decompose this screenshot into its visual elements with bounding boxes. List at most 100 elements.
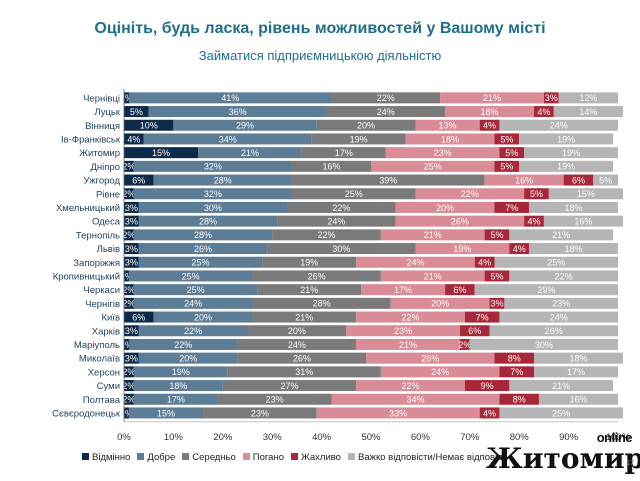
bar-segment bbox=[124, 297, 134, 309]
bar-segment bbox=[499, 366, 535, 378]
x-tick-label: 0% bbox=[117, 432, 131, 443]
bar-segment bbox=[543, 92, 559, 104]
data-label: 2% bbox=[122, 395, 135, 405]
data-label: 34% bbox=[406, 395, 424, 405]
data-label: 19% bbox=[557, 162, 575, 172]
data-label: 20% bbox=[436, 203, 454, 213]
data-label: 22% bbox=[377, 93, 395, 103]
data-label: 4% bbox=[483, 121, 496, 131]
data-label: 3% bbox=[125, 353, 138, 363]
bar-segment bbox=[311, 133, 406, 145]
bar-segment bbox=[464, 380, 510, 392]
bar-segment bbox=[153, 174, 292, 186]
bar-segment bbox=[124, 243, 139, 255]
bar-segment bbox=[203, 407, 317, 419]
data-label: 6% bbox=[468, 326, 481, 336]
data-label: 5% bbox=[505, 148, 518, 158]
x-tick-label: 90% bbox=[559, 432, 579, 443]
data-label: 24% bbox=[327, 216, 345, 226]
bar-segment bbox=[553, 106, 623, 118]
data-label: 12% bbox=[579, 93, 597, 103]
bar-segment bbox=[124, 256, 139, 268]
bar-segment bbox=[272, 229, 381, 241]
bar-segment bbox=[124, 270, 129, 282]
data-label: 22% bbox=[461, 189, 479, 199]
bar-segment bbox=[445, 106, 535, 118]
bar-segment bbox=[138, 215, 278, 227]
data-label: 16% bbox=[574, 216, 592, 226]
data-label: 8% bbox=[508, 353, 521, 363]
bar-segment bbox=[499, 147, 525, 159]
bar-segment bbox=[489, 297, 505, 309]
bar-segment bbox=[509, 270, 618, 282]
bar-segment bbox=[252, 297, 391, 309]
category-label: Львів bbox=[97, 244, 120, 255]
bar-segment bbox=[558, 92, 618, 104]
data-label: 20% bbox=[179, 353, 197, 363]
bar-segment bbox=[356, 338, 460, 350]
bar-segment bbox=[499, 311, 618, 323]
bar-segment bbox=[390, 297, 490, 309]
data-label: 32% bbox=[204, 189, 222, 199]
bar-segment bbox=[474, 284, 618, 296]
data-label: 15% bbox=[152, 148, 170, 158]
data-label: 23% bbox=[266, 395, 284, 405]
bar-segment bbox=[524, 215, 544, 227]
data-label: 9% bbox=[481, 381, 494, 391]
bar-segment bbox=[124, 215, 139, 227]
data-label: 5% bbox=[500, 162, 513, 172]
bar-segment bbox=[494, 352, 535, 364]
bar-segment bbox=[499, 393, 539, 405]
bar-segment bbox=[479, 407, 500, 419]
bar-segment bbox=[124, 133, 144, 145]
bar-segment bbox=[133, 393, 218, 405]
data-label: 15% bbox=[577, 189, 595, 199]
bar-segment bbox=[291, 174, 485, 186]
x-tick-label: 80% bbox=[510, 432, 530, 443]
bar-segment bbox=[227, 366, 381, 378]
data-label: 18% bbox=[169, 381, 187, 391]
bar-segment bbox=[133, 188, 292, 200]
bar-segment bbox=[124, 325, 139, 337]
bar-segment bbox=[138, 352, 238, 364]
bar-segment bbox=[124, 160, 134, 172]
legend-swatch bbox=[242, 453, 250, 460]
legend-entry: Відмінно bbox=[82, 452, 130, 463]
data-label: 25% bbox=[345, 189, 363, 199]
bar-segment bbox=[138, 256, 263, 268]
bar-segment bbox=[509, 243, 530, 255]
legend-swatch bbox=[82, 453, 89, 460]
data-label: 4% bbox=[513, 244, 526, 254]
bar-segment bbox=[287, 201, 396, 213]
bar-segment bbox=[509, 380, 614, 392]
data-label: 25% bbox=[552, 408, 570, 418]
bar-segment bbox=[252, 311, 357, 323]
bar-segment bbox=[124, 174, 154, 186]
data-label: 4% bbox=[127, 134, 140, 144]
data-label: 15% bbox=[157, 408, 175, 418]
bar-segment bbox=[489, 325, 618, 337]
bar-segment bbox=[133, 380, 223, 392]
bar-segment bbox=[440, 92, 544, 104]
data-label: 25% bbox=[424, 162, 442, 172]
legend-entry: Погано bbox=[242, 452, 284, 463]
legend-label: Погано bbox=[252, 452, 284, 463]
data-label: 22% bbox=[174, 340, 192, 350]
data-label: 26% bbox=[451, 216, 469, 226]
data-label: 19% bbox=[300, 258, 318, 268]
category-label: Вінниця bbox=[85, 121, 120, 132]
data-label: 22% bbox=[402, 312, 420, 322]
data-label: 34% bbox=[219, 134, 237, 144]
bar-segment bbox=[509, 229, 614, 241]
bar-segment bbox=[124, 352, 139, 364]
bar-segment bbox=[124, 201, 139, 213]
data-label: 22% bbox=[402, 381, 420, 391]
bar-segment bbox=[262, 256, 357, 268]
bar-segment bbox=[543, 215, 623, 227]
bar-segment bbox=[356, 256, 475, 268]
bar-segment bbox=[153, 311, 253, 323]
legend-swatch bbox=[290, 453, 298, 460]
bar-segment bbox=[474, 256, 495, 268]
bar-segment bbox=[380, 366, 500, 378]
